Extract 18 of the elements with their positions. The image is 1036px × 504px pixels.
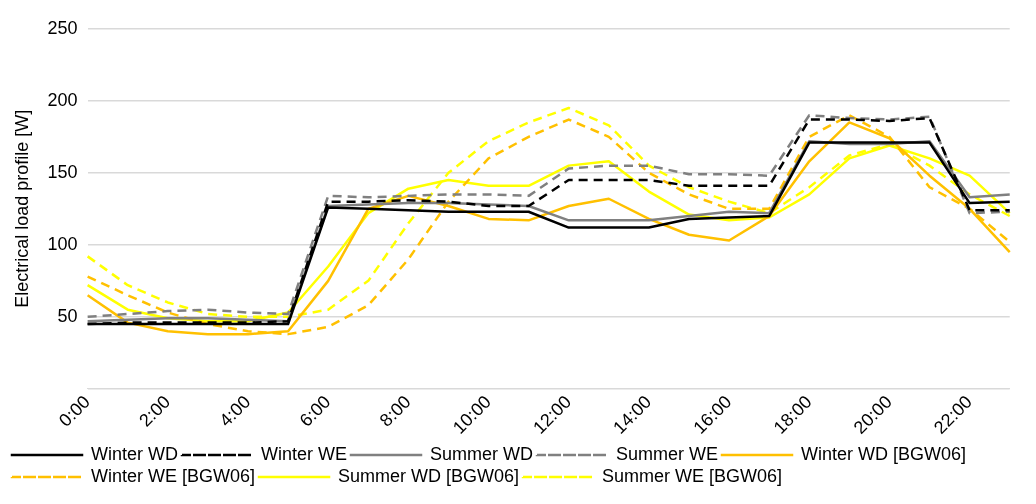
y-tick-label: 150 <box>47 161 78 182</box>
y-axis-title: Electrical load profile [W] <box>11 109 32 308</box>
y-tick-label: 50 <box>57 305 78 326</box>
y-tick-label: 250 <box>47 17 78 38</box>
legend-label: Winter WE [BGW06] <box>91 465 256 486</box>
legend-label: Summer WD [BGW06] <box>338 465 520 486</box>
legend-label: Summer WE <box>615 443 719 464</box>
legend-label: Winter WD <box>91 443 178 464</box>
x-tick-label: 4:00 <box>215 391 255 431</box>
x-tick-label: 8:00 <box>375 391 415 431</box>
y-tick-label: 100 <box>47 233 78 254</box>
x-tick-label: 0:00 <box>55 391 94 431</box>
legend-label: Summer WE [BGW06] <box>602 465 783 486</box>
legend-label: Winter WE <box>260 443 348 464</box>
legend-label: Winter WD [BGW06] <box>801 443 967 464</box>
y-tick-label: 200 <box>47 89 78 110</box>
legend-label: Summer WD <box>430 443 533 464</box>
x-tick-label: 6:00 <box>295 391 335 431</box>
